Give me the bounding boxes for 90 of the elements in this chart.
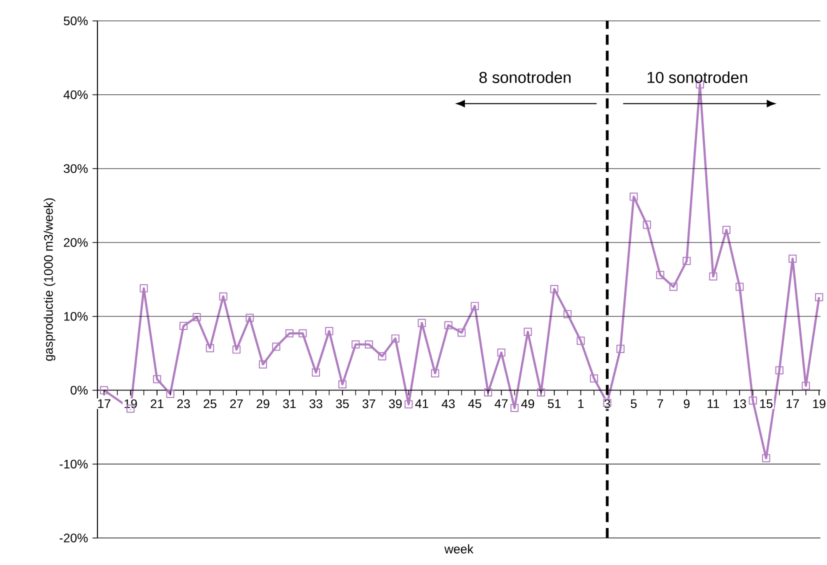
point xyxy=(775,366,784,374)
point xyxy=(630,192,638,201)
point xyxy=(418,319,426,328)
point xyxy=(576,336,585,345)
x-tick-label: 31 xyxy=(283,399,296,408)
point xyxy=(524,328,532,336)
x-tick-label: 35 xyxy=(336,399,349,408)
y-tick-label: -20% xyxy=(60,534,88,542)
x-tick-label: 23 xyxy=(177,399,190,408)
x-tick-label: 41 xyxy=(415,399,428,408)
point xyxy=(338,380,346,388)
point xyxy=(378,352,386,360)
x-tick-label: 1 xyxy=(578,399,584,408)
point xyxy=(815,293,824,302)
x-tick-label: 45 xyxy=(468,399,482,408)
x-tick-label: 33 xyxy=(309,399,322,408)
point xyxy=(179,322,188,330)
point xyxy=(722,226,730,234)
y-tick-label: 30% xyxy=(64,164,88,174)
point xyxy=(285,329,294,338)
point xyxy=(140,284,148,292)
x-tick-label: 7 xyxy=(657,399,664,408)
point xyxy=(458,328,466,337)
x-tick-label: 49 xyxy=(521,399,534,408)
point xyxy=(656,270,664,280)
x-tick-label: 19 xyxy=(124,399,137,408)
y-tick-label: 0% xyxy=(70,386,88,395)
point xyxy=(470,302,479,310)
x-tick-label: 19 xyxy=(813,399,826,408)
x-axis-title: week xyxy=(444,544,474,554)
x-tick-label: 27 xyxy=(230,399,243,408)
x-tick-label: 15 xyxy=(760,399,773,408)
point xyxy=(550,285,558,294)
point xyxy=(682,256,691,266)
x-tick-label: 17 xyxy=(98,399,110,408)
point xyxy=(192,313,201,322)
point xyxy=(736,282,744,291)
x-tick-label: 21 xyxy=(150,399,164,408)
point xyxy=(642,220,652,229)
annotation: 10 sonotroden xyxy=(648,71,748,84)
point xyxy=(219,292,228,301)
annotation: 8 sonotroden xyxy=(479,71,571,84)
point xyxy=(206,344,214,352)
point xyxy=(563,310,572,318)
point xyxy=(246,314,254,322)
x-tick-label: 9 xyxy=(684,399,690,408)
x-tick-label: 25 xyxy=(204,399,216,408)
point xyxy=(312,368,320,377)
point xyxy=(484,388,492,397)
point xyxy=(444,321,452,330)
y-tick-label: 10% xyxy=(64,312,88,321)
point xyxy=(258,360,268,369)
y-tick-label: 20% xyxy=(64,238,88,247)
point xyxy=(802,382,810,390)
x-tick-label: 47 xyxy=(494,399,508,408)
y-tick-label: 50% xyxy=(64,16,88,26)
x-tick-label: 5 xyxy=(630,399,637,408)
point xyxy=(100,386,108,394)
point xyxy=(364,340,373,349)
point xyxy=(232,346,241,354)
y-axis-title: gasproductie (1000 m3/week) xyxy=(44,198,56,361)
point xyxy=(391,334,400,343)
point xyxy=(709,272,718,281)
point xyxy=(788,254,797,263)
x-tick-label: 39 xyxy=(388,399,402,408)
point xyxy=(431,369,440,378)
x-tick-label: 51 xyxy=(548,399,561,408)
point xyxy=(352,340,360,349)
x-tick-label: 29 xyxy=(256,399,270,408)
x-tick-label: 11 xyxy=(708,399,720,408)
point xyxy=(325,327,334,336)
x-tick-label: 37 xyxy=(362,399,376,408)
point xyxy=(669,282,678,291)
point xyxy=(748,396,757,405)
point xyxy=(166,390,174,398)
point xyxy=(298,329,307,338)
point xyxy=(497,348,506,357)
point xyxy=(404,400,413,408)
point xyxy=(536,388,546,397)
y-tick-label: -10% xyxy=(60,460,88,469)
x-tick-label: 17 xyxy=(786,399,799,408)
point xyxy=(762,454,770,462)
point xyxy=(616,344,625,354)
x-tick-label: 43 xyxy=(442,399,455,408)
y-tick-label: 40% xyxy=(64,90,88,100)
point xyxy=(272,342,280,351)
point xyxy=(590,374,598,383)
x-tick-label: 13 xyxy=(734,399,746,408)
point xyxy=(152,375,162,384)
point xyxy=(510,404,519,412)
